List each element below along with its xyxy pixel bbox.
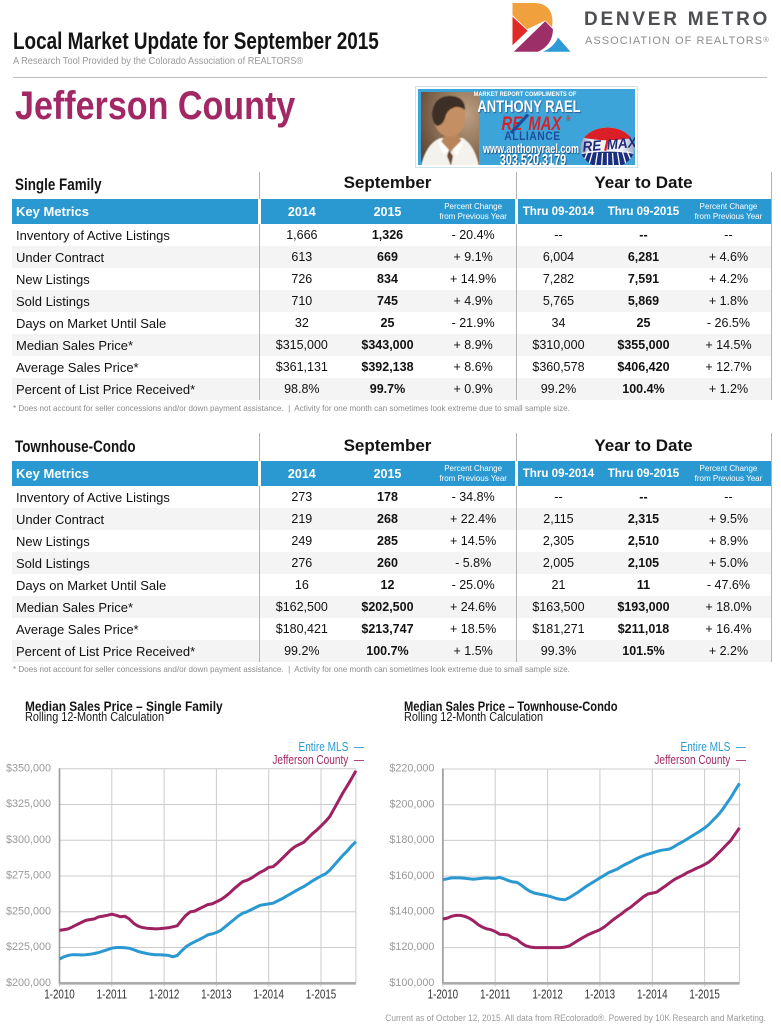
- svg-text:1-2012: 1-2012: [532, 987, 563, 1002]
- svg-text:1-2015: 1-2015: [306, 987, 337, 1002]
- svg-text:1-2011: 1-2011: [97, 987, 128, 1002]
- svg-text:$200,000: $200,000: [6, 977, 51, 989]
- svg-text:$160,000: $160,000: [389, 870, 434, 882]
- svg-text:$350,000: $350,000: [6, 762, 51, 774]
- svg-text:MAX: MAX: [606, 133, 637, 152]
- svg-text:1-2015: 1-2015: [689, 987, 720, 1002]
- svg-text:$250,000: $250,000: [6, 905, 51, 917]
- svg-text:$140,000: $140,000: [389, 906, 434, 918]
- svg-text:$100,000: $100,000: [389, 977, 434, 989]
- svg-text:1-2013: 1-2013: [201, 987, 232, 1002]
- svg-text:$225,000: $225,000: [6, 941, 51, 953]
- svg-text:RE: RE: [502, 114, 523, 134]
- svg-text:®: ®: [567, 114, 571, 123]
- svg-text:$325,000: $325,000: [6, 798, 51, 810]
- svg-text:1-2014: 1-2014: [637, 987, 668, 1002]
- svg-text:1-2010: 1-2010: [428, 987, 459, 1002]
- svg-text:MAX: MAX: [528, 114, 562, 134]
- svg-text:$300,000: $300,000: [6, 834, 51, 846]
- svg-text:RE: RE: [582, 137, 603, 155]
- svg-text:$200,000: $200,000: [389, 798, 434, 810]
- svg-text:$180,000: $180,000: [389, 834, 434, 846]
- svg-text:$120,000: $120,000: [389, 941, 434, 953]
- svg-text:1-2012: 1-2012: [149, 987, 180, 1002]
- svg-text:1-2014: 1-2014: [253, 987, 284, 1002]
- svg-text:1-2010: 1-2010: [44, 987, 75, 1002]
- svg-text:ALLIANCE: ALLIANCE: [504, 130, 560, 143]
- svg-text:$275,000: $275,000: [6, 870, 51, 882]
- svg-text:1-2011: 1-2011: [480, 987, 511, 1002]
- svg-text:$220,000: $220,000: [389, 763, 434, 775]
- svg-text:1-2013: 1-2013: [585, 987, 616, 1002]
